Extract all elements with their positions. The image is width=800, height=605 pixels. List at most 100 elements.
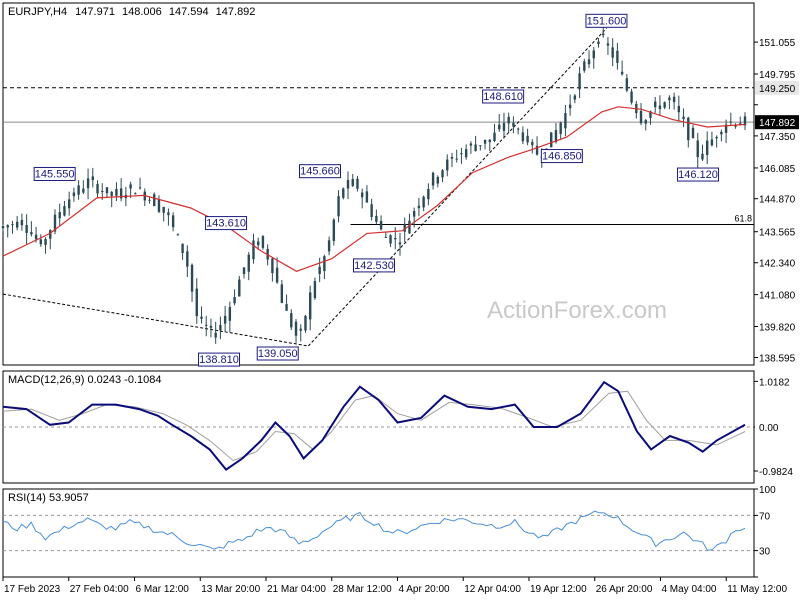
- candle-body: [446, 159, 449, 171]
- candle-body: [460, 153, 463, 155]
- candle-body: [431, 172, 435, 186]
- swing-label-box: [540, 149, 583, 164]
- candle-body: [597, 41, 600, 45]
- candle-body: [535, 145, 539, 155]
- candle-body: [379, 220, 383, 230]
- candle-body: [554, 129, 558, 143]
- candle-body: [620, 71, 624, 75]
- candle-body: [531, 141, 534, 146]
- x-tick-label: 19 Apr 12:00: [530, 584, 587, 595]
- candle-body: [238, 279, 241, 297]
- macd-signal-line: [2, 390, 746, 462]
- candle-body: [323, 256, 326, 272]
- candle-body: [526, 135, 529, 143]
- watermark: ActionForex.com: [487, 297, 667, 324]
- candle-body: [578, 73, 581, 90]
- candle-body: [186, 251, 189, 267]
- candle-body: [564, 113, 567, 129]
- candle-body: [327, 240, 331, 252]
- swing-label-box: [205, 216, 248, 231]
- candle-body: [724, 124, 728, 133]
- rsi-y-tick-label: 30: [759, 547, 771, 558]
- candle-body: [630, 91, 633, 103]
- candle-body: [105, 187, 109, 194]
- rsi-plot: [2, 510, 754, 552]
- swing-label-text: 143.610: [206, 218, 246, 230]
- swing-label: 146.850: [540, 149, 583, 164]
- candle-body: [663, 102, 666, 108]
- price-y-tick-label: 149.795: [759, 70, 796, 81]
- candle-body: [441, 170, 444, 178]
- symbol-label: EURJPY,H4: [8, 6, 67, 18]
- x-tick-label: 21 Mar 04:00: [267, 584, 326, 595]
- price-y-tick-label: 142.340: [759, 259, 796, 270]
- candle-body: [77, 185, 80, 195]
- candle-body: [375, 215, 378, 222]
- rsi-panel-frame: [2, 488, 755, 578]
- lower-trendline: [2, 293, 309, 347]
- candle-body: [682, 116, 685, 120]
- candle-body: [96, 183, 99, 194]
- candle-body: [242, 267, 246, 275]
- candle-body: [34, 234, 38, 240]
- candle-body: [304, 315, 307, 331]
- candle-body: [625, 78, 629, 91]
- candle-body: [469, 143, 473, 146]
- swing-label-text: 139.050: [258, 348, 298, 360]
- candle-body: [394, 238, 397, 240]
- candle-body: [483, 139, 487, 144]
- candle-body: [559, 122, 562, 134]
- price-legend: EURJPY,H4 147.971 148.006 147.594 147.89…: [8, 6, 255, 18]
- rsi-legend: RSI(14) 53.9057: [8, 492, 89, 504]
- candle-body: [261, 236, 265, 248]
- swing-label-box: [585, 13, 628, 28]
- candle-body: [356, 178, 359, 189]
- swing-label-box: [482, 89, 525, 104]
- swing-label-text: 151.600: [587, 15, 627, 27]
- candle-body: [285, 304, 288, 311]
- candle-body: [351, 179, 354, 186]
- price-y-tick-label: 143.565: [759, 228, 796, 239]
- swing-label-text: 146.120: [678, 169, 718, 181]
- swing-label: 143.610: [205, 216, 248, 231]
- candle-body: [49, 230, 52, 239]
- candle-body: [502, 123, 506, 131]
- candle-body: [450, 156, 454, 159]
- x-tick-label: 12 Apr 04:00: [464, 584, 521, 595]
- candle-body: [44, 239, 47, 245]
- swing-label-text: 142.530: [354, 260, 394, 272]
- candle-body: [6, 225, 9, 228]
- macd-y-tick-label: 1.0182: [759, 377, 790, 388]
- candle-body: [644, 120, 647, 124]
- swing-label-box: [198, 352, 241, 367]
- candle-body: [228, 307, 232, 321]
- x-tick-label: 28 Mar 12:00: [333, 584, 392, 595]
- candle-body: [308, 292, 312, 320]
- candle-body: [739, 123, 742, 125]
- candle-body: [512, 122, 515, 127]
- candle-body: [696, 140, 699, 158]
- x-tick-label: 11 May 12:00: [727, 584, 787, 595]
- candle-body: [20, 220, 24, 226]
- price-y-tick-label: 147.350: [759, 132, 796, 143]
- macd-line: [2, 380, 746, 471]
- close-value: 147.892: [216, 6, 256, 18]
- candle-body: [176, 234, 180, 236]
- candle-body: [195, 288, 198, 317]
- candle-body: [488, 139, 491, 143]
- candle-body: [729, 121, 733, 123]
- candle-body: [299, 328, 302, 331]
- price-y-tick-label: 141.080: [759, 291, 796, 302]
- candle-body: [91, 176, 94, 181]
- candle-body: [720, 131, 723, 135]
- x-tick-label: 27 Feb 04:00: [70, 584, 129, 595]
- swing-label-box: [298, 164, 341, 179]
- swing-label-text: 138.810: [199, 354, 239, 366]
- candle-body: [436, 177, 440, 184]
- candle-body: [360, 192, 364, 198]
- candle-body: [63, 206, 66, 216]
- candle-body: [493, 132, 496, 142]
- candle-body: [370, 204, 373, 218]
- candle-body: [313, 281, 317, 299]
